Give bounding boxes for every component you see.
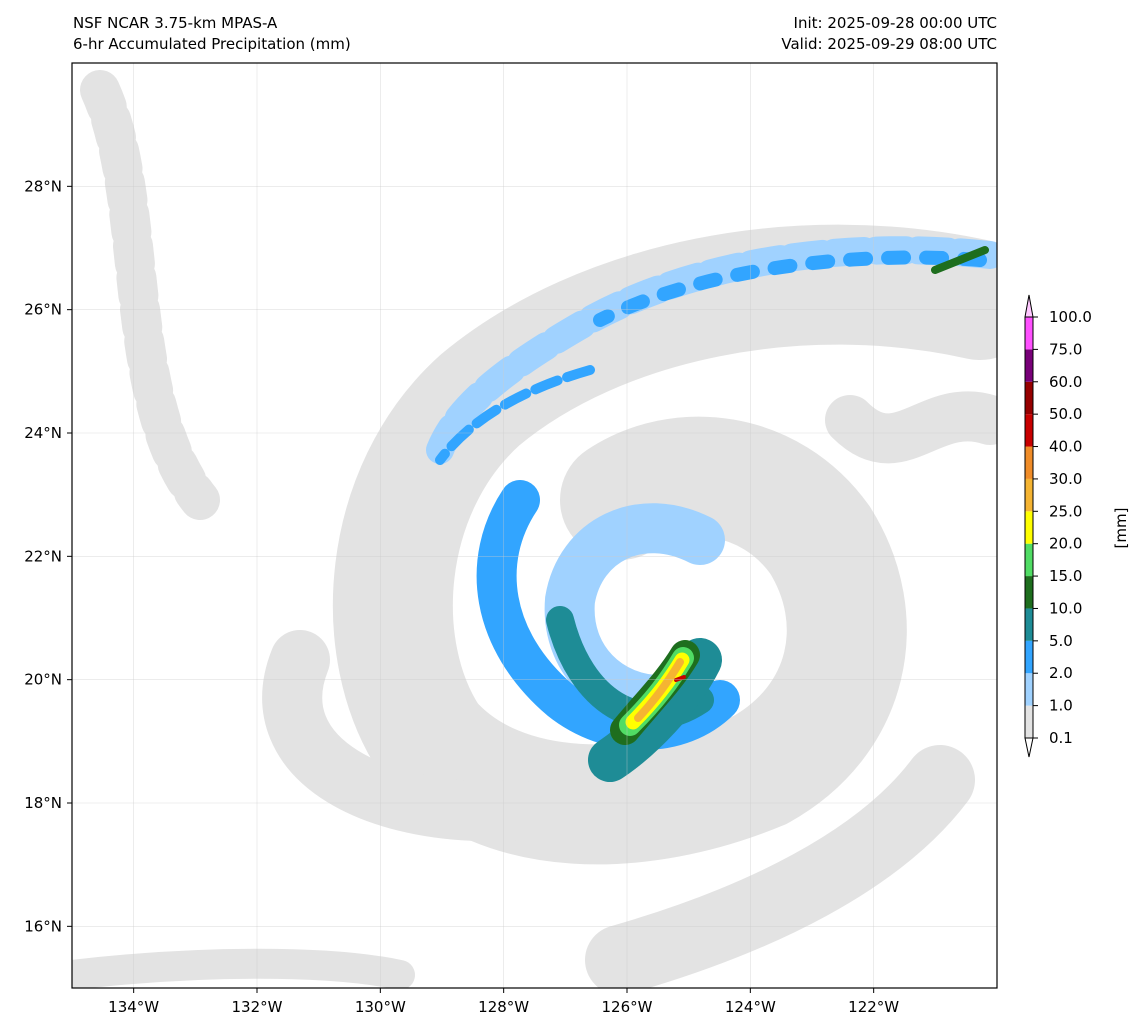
colorbar-segment: [1025, 511, 1033, 544]
colorbar-segment: [1025, 349, 1033, 382]
tick-label-lon: 134°W: [108, 998, 159, 1016]
colorbar-tick-label: 25.0: [1049, 502, 1082, 520]
precip-band-5mm: [588, 638, 722, 782]
tick-label-lat: 28°N: [24, 177, 62, 195]
colorbar-extend-min: [1024, 737, 1034, 758]
colorbar-segment: [1025, 414, 1033, 447]
precip-band-light: [262, 630, 550, 841]
colorbar-tick-label: 0.1: [1049, 729, 1073, 747]
title-init: Init: 2025-09-28 00:00 UTC: [793, 14, 997, 32]
colorbar-segment: [1025, 381, 1033, 415]
colorbar-tick-label: 60.0: [1049, 373, 1082, 391]
tick-label-lon: 128°W: [478, 998, 529, 1016]
colorbar-segment: [1025, 673, 1033, 706]
tick-label-lon: 126°W: [602, 998, 653, 1016]
precip-band-25mm: [634, 658, 684, 722]
colorbar-segment: [1025, 705, 1033, 738]
colorbar-segment: [1025, 608, 1033, 641]
precip-field: [72, 70, 997, 988]
colorbar-segment: [1025, 640, 1033, 674]
precip-band-light: [585, 745, 975, 988]
tick-label-lat: 26°N: [24, 301, 62, 319]
colorbar-tick-label: 40.0: [1049, 438, 1082, 456]
colorbar-tick-label: 75.0: [1049, 340, 1082, 358]
colorbar-tick-label: 50.0: [1049, 405, 1082, 423]
precip-band-light: [72, 948, 415, 988]
tick-label-lon: 130°W: [355, 998, 406, 1016]
colorbar-tick-label: 5.0: [1049, 632, 1073, 650]
colorbar-segment: [1025, 317, 1033, 350]
precip-band-2mm: [593, 250, 987, 327]
colorbar-tick-label: 10.0: [1049, 599, 1082, 617]
colorbar-segment: [1025, 543, 1033, 577]
colorbar-tick-label: 100.0: [1049, 308, 1092, 326]
colorbar-tick-label: 1.0: [1049, 697, 1073, 715]
colorbar-tick-label: 15.0: [1049, 567, 1082, 585]
axis-ticks: 134°W 132°W 130°W 128°W 126°W 124°W 122°W 28°N 2…: [24, 177, 899, 1016]
precip-band-2mm: [435, 365, 595, 465]
colorbar-outline: [1024, 316, 1034, 739]
colorbar-tick-label: 20.0: [1049, 535, 1082, 553]
tick-label-lon: 124°W: [725, 998, 776, 1016]
map-frame: [71, 62, 998, 989]
tick-label-lat: 22°N: [24, 547, 62, 565]
colorbar-tick-label: 2.0: [1049, 664, 1073, 682]
precip-band-light: [825, 391, 997, 464]
title-model: NSF NCAR 3.75-km MPAS-A: [73, 14, 278, 32]
gridlines: [72, 63, 997, 988]
tick-label-lon: 132°W: [232, 998, 283, 1016]
colorbar-unit-label: [mm]: [1112, 508, 1130, 549]
tick-label-lat: 18°N: [24, 794, 62, 812]
tick-label-lon: 122°W: [848, 998, 899, 1016]
tick-label-lat: 24°N: [24, 424, 62, 442]
precip-band-10mm: [931, 246, 989, 274]
colorbar-segment: [1025, 446, 1033, 479]
colorbar-segment: [1025, 576, 1033, 609]
title-field: 6-hr Accumulated Precipitation (mm): [73, 35, 351, 53]
title-valid: Valid: 2025-09-29 08:00 UTC: [781, 35, 997, 53]
colorbar-tick-label: 30.0: [1049, 470, 1082, 488]
precip-band-light: [80, 70, 220, 520]
colorbar: 0.1 1.0 2.0 5.0 10.0 15.0 20.0 25.0 30.0 40.0 50.0…: [1024, 294, 1092, 758]
tick-label-lat: 20°N: [24, 671, 62, 689]
tick-label-lat: 16°N: [24, 917, 62, 935]
precip-band-1mm: [544, 503, 725, 725]
colorbar-segment: [1025, 478, 1033, 512]
colorbar-extend-max: [1024, 294, 1034, 318]
